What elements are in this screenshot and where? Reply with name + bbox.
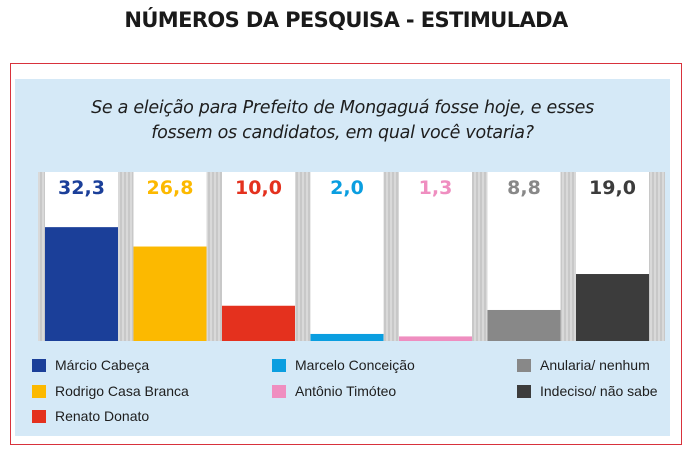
bar-value-label: 32,3	[58, 177, 105, 199]
legend-item: Antônio Timóteo	[272, 383, 396, 399]
legend-label: Renato Donato	[55, 408, 150, 424]
bar	[45, 227, 118, 341]
question-line-2: fossem os candidatos, em qual você votar…	[151, 123, 534, 143]
legend-item: Marcelo Conceição	[272, 357, 415, 373]
page-heading: NÚMEROS DA PESQUISA - ESTIMULADA	[124, 8, 568, 32]
bar-value-label: 1,3	[419, 177, 453, 199]
chart-question: Se a eleição para Prefeito de Mongaguá f…	[15, 96, 670, 146]
legend-item: Renato Donato	[32, 408, 149, 424]
legend-swatch	[32, 384, 46, 398]
legend-label: Marcelo Conceição	[295, 357, 415, 373]
bar	[487, 309, 561, 341]
legend-swatch	[272, 384, 286, 398]
legend-label: Antônio Timóteo	[295, 383, 397, 399]
legend-item: Márcio Cabeça	[32, 357, 149, 373]
legend-swatch	[517, 384, 531, 398]
legend-label: Indeciso/ não sabe	[540, 383, 658, 399]
legend-label: Márcio Cabeça	[55, 357, 150, 373]
legend-label: Rodrigo Casa Branca	[55, 383, 189, 399]
bar	[133, 246, 207, 341]
legend-label: Anularia/ nenhum	[540, 357, 650, 373]
question-line-1: Se a eleição para Prefeito de Mongaguá f…	[91, 98, 594, 118]
legend-item: Anularia/ nenhum	[517, 357, 650, 373]
bar-value-label: 8,8	[507, 177, 541, 199]
bar	[576, 274, 649, 341]
legend-item: Rodrigo Casa Branca	[32, 383, 189, 399]
legend-swatch	[32, 358, 46, 372]
bar-value-label: 2,0	[330, 177, 364, 199]
bar	[222, 305, 295, 341]
legend-swatch	[272, 358, 286, 372]
legend-swatch	[517, 358, 531, 372]
bar-value-label: 26,8	[147, 177, 194, 199]
bar-column-background	[310, 172, 384, 341]
bar-column-background	[399, 172, 472, 341]
legend-item: Indeciso/ não sabe	[517, 383, 658, 399]
bar	[399, 336, 472, 341]
legend-swatch	[32, 409, 46, 423]
bar	[310, 333, 384, 341]
bar-value-label: 19,0	[589, 177, 636, 199]
bar-value-label: 10,0	[235, 177, 282, 199]
